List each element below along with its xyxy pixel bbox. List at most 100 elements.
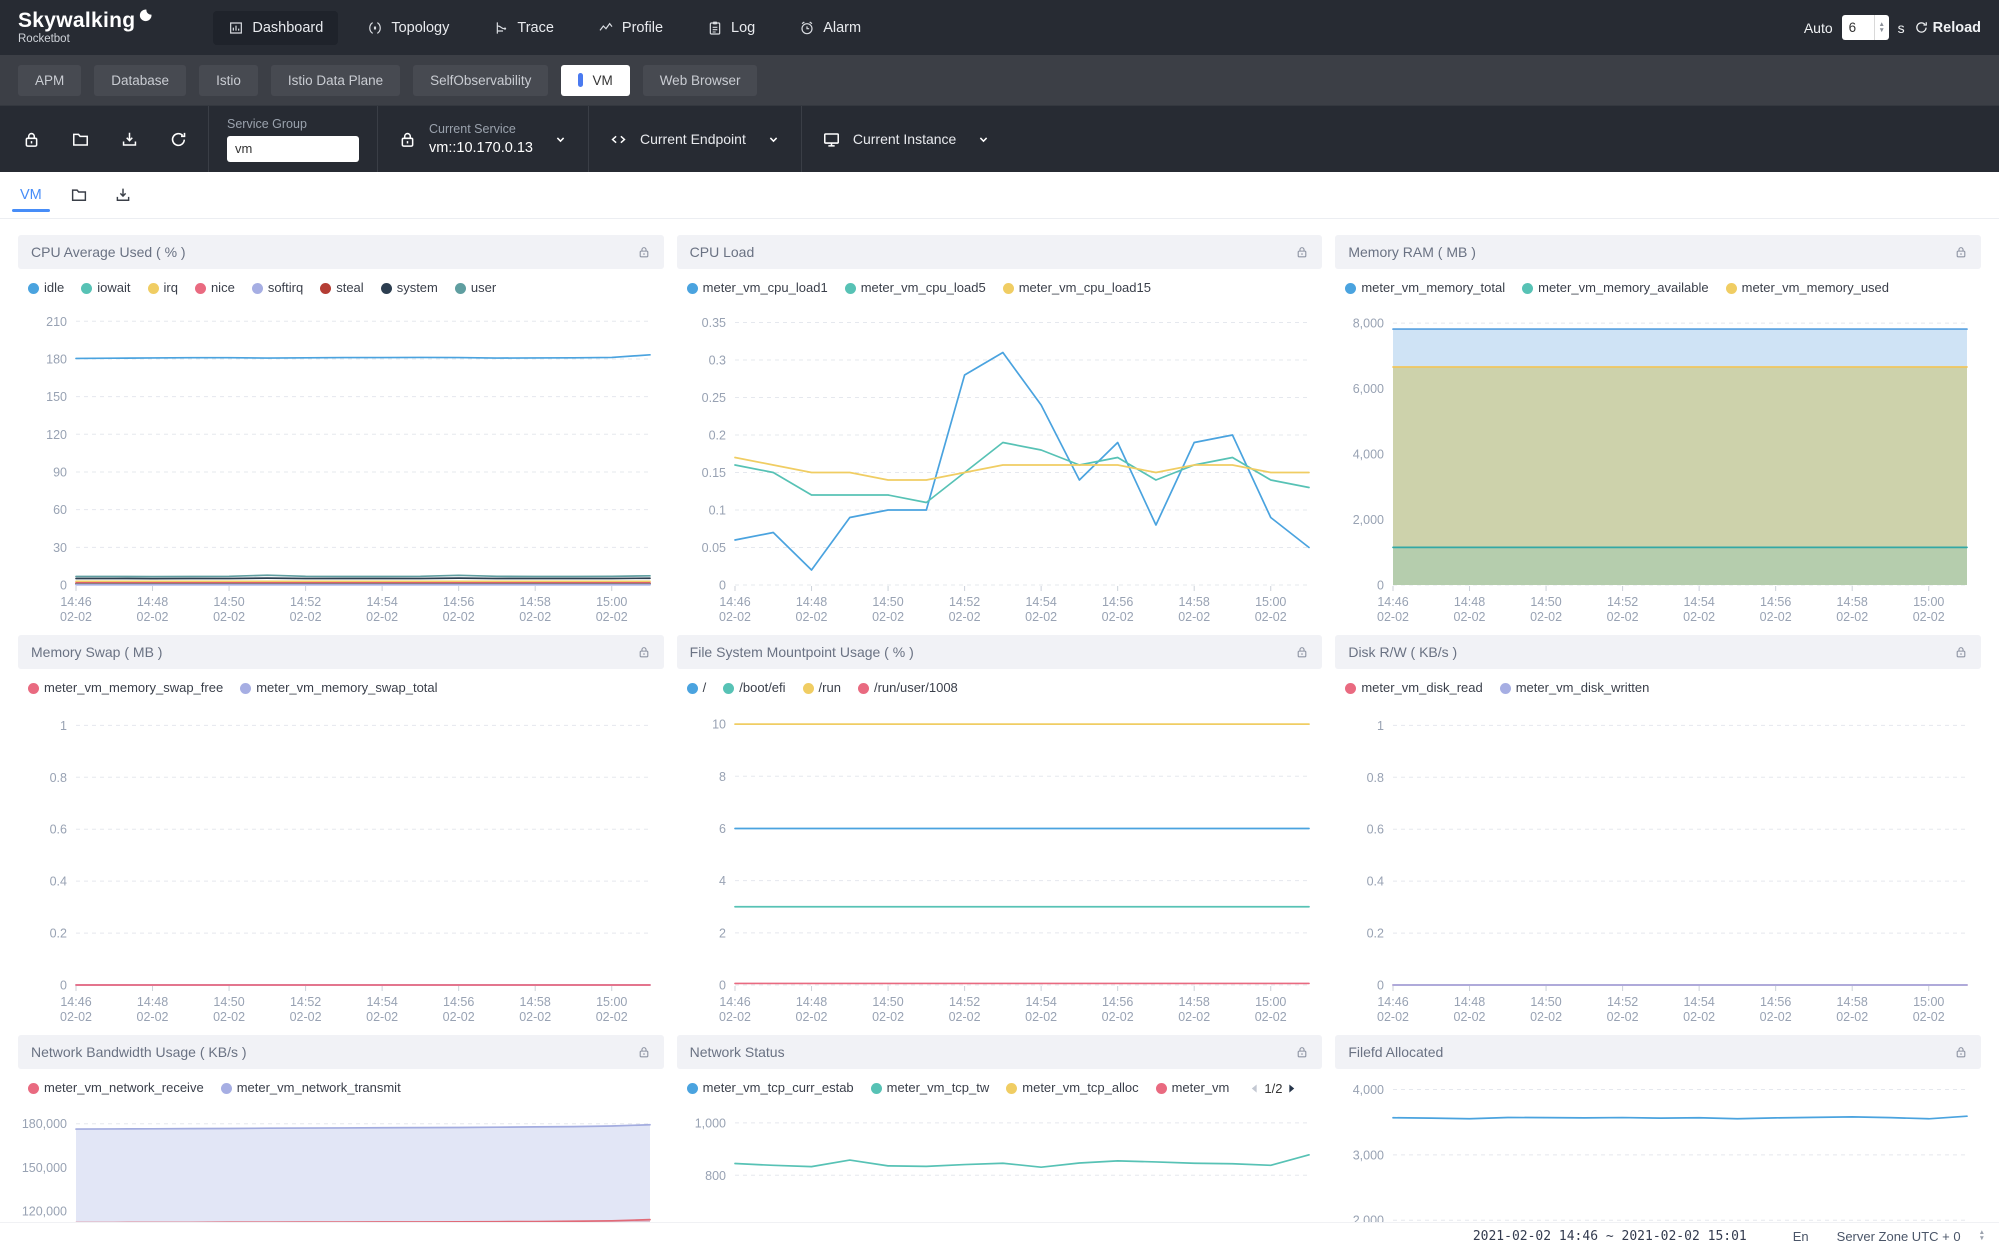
- server-zone-selector[interactable]: Server Zone UTC + 0: [1836, 1228, 1961, 1244]
- current-instance-selector[interactable]: Current Instance: [800, 106, 1012, 172]
- legend-item[interactable]: nice: [194, 281, 235, 295]
- dashboard-tab-vm[interactable]: VM: [561, 64, 630, 96]
- legend-item[interactable]: /run/user/1008: [857, 681, 958, 695]
- legend-pagination: 1/2: [1248, 1081, 1298, 1096]
- service-lock-icon[interactable]: [398, 130, 417, 149]
- legend-item[interactable]: meter_vm_network_receive: [28, 1081, 204, 1095]
- legend-item[interactable]: meter_vm_memory_swap_total: [240, 681, 438, 695]
- legend-item[interactable]: meter_vm_cpu_load15: [1002, 281, 1151, 295]
- legend-item[interactable]: meter_vm_memory_swap_free: [28, 681, 223, 695]
- legend-item[interactable]: meter_vm_memory_used: [1725, 281, 1889, 295]
- legend-item[interactable]: /: [686, 680, 707, 695]
- lock-icon[interactable]: [637, 1045, 651, 1059]
- nav-item-log[interactable]: Log: [692, 11, 770, 45]
- legend-item[interactable]: iowait: [81, 281, 131, 295]
- reload-button[interactable]: Reload: [1914, 20, 1981, 36]
- svg-text:120: 120: [46, 428, 67, 442]
- auto-interval-stepper[interactable]: ▲ ▼: [1873, 15, 1889, 40]
- legend-item[interactable]: steal: [320, 281, 364, 295]
- svg-text:2,000: 2,000: [1353, 513, 1384, 527]
- service-group-input[interactable]: [227, 135, 359, 162]
- nav-item-topology[interactable]: Topology: [352, 11, 464, 45]
- legend-item[interactable]: meter_vm_tcp_tw: [870, 1081, 989, 1095]
- export-download-icon[interactable]: [120, 130, 139, 149]
- chart-legend: / /boot/efi/run/run/user/1008: [677, 673, 1323, 703]
- panel-title: Filefd Allocated: [1348, 1044, 1444, 1060]
- legend-item[interactable]: meter_vm_tcp_alloc: [1006, 1081, 1139, 1095]
- nav-item-profile[interactable]: Profile: [583, 11, 678, 45]
- tab-label: APM: [35, 72, 65, 88]
- dashboard-tab-selfobservability[interactable]: SelfObservability: [413, 64, 549, 96]
- auto-interval-input[interactable]: 6 ▲ ▼: [1841, 15, 1889, 40]
- lock-icon[interactable]: [1295, 1045, 1309, 1059]
- legend-item[interactable]: meter_vm_cpu_load1: [686, 281, 828, 295]
- download-tab-icon[interactable]: [114, 186, 132, 204]
- current-service-selector[interactable]: Current Service vm::10.170.0.13: [377, 106, 588, 172]
- legend-item[interactable]: user: [454, 281, 496, 295]
- lock-icon[interactable]: [637, 245, 651, 259]
- lock-icon[interactable]: [1954, 245, 1968, 259]
- lock-icon[interactable]: [1954, 1045, 1968, 1059]
- dashboard-tab-database[interactable]: Database: [94, 64, 187, 96]
- nav-item-trace[interactable]: Trace: [478, 11, 569, 45]
- dashboard-tab-istio[interactable]: Istio: [199, 64, 258, 96]
- dashboard-tab-istio-data-plane[interactable]: Istio Data Plane: [270, 64, 401, 96]
- language-selector[interactable]: En: [1792, 1228, 1809, 1244]
- legend-prev-icon[interactable]: [1248, 1082, 1261, 1095]
- lock-icon[interactable]: [637, 645, 651, 659]
- legend-item[interactable]: idle: [28, 281, 64, 295]
- dashboard-tab-apm[interactable]: APM: [18, 64, 82, 96]
- legend-item[interactable]: meter_vm_memory_total: [1345, 281, 1505, 295]
- server-zone-stepper[interactable]: ▲ ▼: [1978, 1229, 1985, 1242]
- current-endpoint-selector[interactable]: Current Endpoint: [588, 106, 801, 172]
- instance-monitor-icon: [822, 130, 841, 149]
- legend-item[interactable]: meter_vm_disk_written: [1499, 680, 1650, 695]
- legend-dot: [220, 1082, 232, 1094]
- legend-label: meter_vm_disk_written: [1515, 680, 1650, 695]
- brand-logo[interactable]: Skywalking Rocketbot: [18, 10, 153, 46]
- current-service-label: Current Service: [429, 122, 516, 136]
- legend-item[interactable]: meter_vm_cpu_load5: [844, 281, 986, 295]
- lock-icon[interactable]: [1295, 245, 1309, 259]
- legend-item[interactable]: system: [380, 281, 438, 295]
- folder-tab-icon[interactable]: [70, 186, 88, 204]
- legend-label: /: [702, 680, 707, 695]
- active-tab-indicator: [578, 73, 584, 87]
- nav-item-alarm[interactable]: Alarm: [784, 11, 876, 45]
- svg-text:1: 1: [1377, 719, 1384, 733]
- time-range-picker[interactable]: 2021-02-02 14:46 ~ 2021-02-02 15:01: [1472, 1228, 1747, 1244]
- legend-item[interactable]: /boot/efi: [723, 681, 786, 695]
- svg-text:0.8: 0.8: [1367, 771, 1384, 785]
- legend-item[interactable]: meter_vm_network_transmit: [220, 1081, 401, 1095]
- refresh-templates-icon[interactable]: [169, 130, 188, 149]
- legend-next-icon[interactable]: [1285, 1082, 1298, 1095]
- panel-header: Memory Swap ( MB ): [18, 635, 664, 669]
- nav-item-dashboard[interactable]: Dashboard: [213, 10, 339, 45]
- dashboard-tab-web-browser[interactable]: Web Browser: [642, 64, 758, 96]
- legend-item[interactable]: /run: [802, 681, 841, 695]
- svg-text:0.6: 0.6: [50, 823, 67, 837]
- current-endpoint-label: Current Endpoint: [640, 131, 746, 147]
- legend-item[interactable]: softirq: [251, 281, 303, 295]
- legend-item[interactable]: meter_vm_tcp_curr_estab: [686, 1081, 854, 1095]
- lock-edit-icon[interactable]: [22, 130, 41, 149]
- svg-text:0: 0: [1377, 579, 1384, 593]
- legend-item[interactable]: meter_vm_memory_available: [1522, 281, 1709, 295]
- legend-item[interactable]: irq: [147, 281, 178, 295]
- alarm-icon: [799, 20, 815, 36]
- svg-text:0.4: 0.4: [50, 875, 67, 889]
- view-tab-vm[interactable]: VM: [12, 172, 50, 218]
- legend-label: meter_vm_memory_swap_free: [44, 680, 224, 695]
- lock-icon[interactable]: [1295, 645, 1309, 659]
- svg-text:4,000: 4,000: [1353, 1083, 1384, 1097]
- svg-text:0.1: 0.1: [708, 504, 725, 518]
- lock-icon[interactable]: [1954, 645, 1968, 659]
- legend-item[interactable]: meter_vm_disk_read: [1345, 681, 1483, 695]
- legend-item[interactable]: meter_vm: [1155, 1081, 1229, 1095]
- folder-import-icon[interactable]: [71, 130, 90, 149]
